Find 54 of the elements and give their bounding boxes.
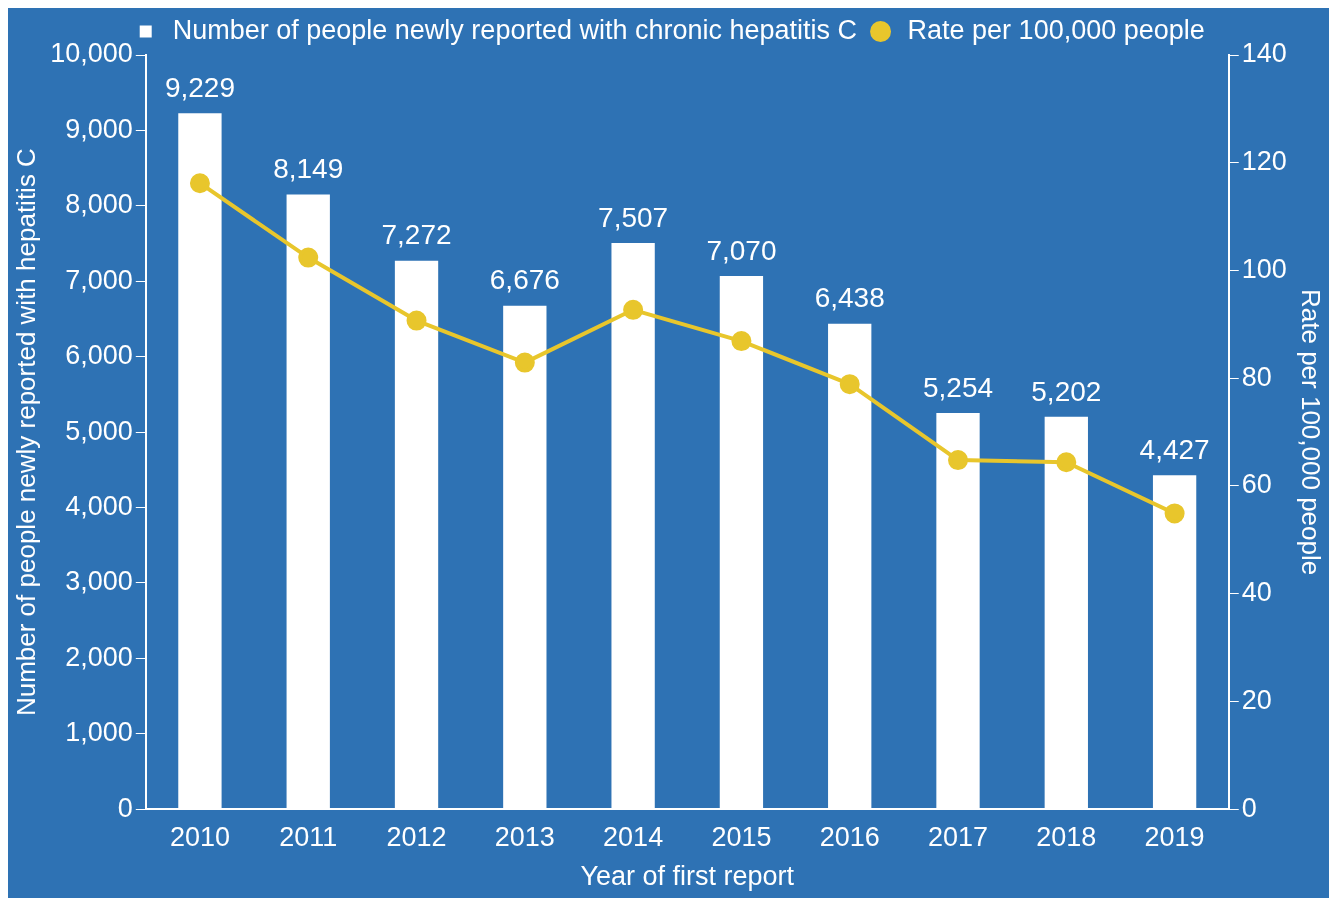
y-tick-label: 9,000 <box>65 113 133 144</box>
data-label: 5,202 <box>1031 375 1102 407</box>
point <box>406 310 427 331</box>
data-label: 7,070 <box>706 234 777 266</box>
x-tick-label: 2014 <box>603 821 664 852</box>
data-label: 9,229 <box>164 71 235 103</box>
point <box>1164 503 1185 524</box>
y-tick-label: 6,000 <box>65 340 133 371</box>
point <box>189 173 210 194</box>
data-label: 4,427 <box>1139 434 1210 466</box>
x-tick-label: 2012 <box>386 821 447 852</box>
x-tick-label: 2010 <box>169 821 230 852</box>
point <box>514 352 535 373</box>
y2-tick-label: 120 <box>1241 146 1287 177</box>
data-label: 8,149 <box>273 153 344 185</box>
y2-tick-label: 80 <box>1241 361 1272 392</box>
point <box>1056 452 1077 473</box>
x-tick-label: 2017 <box>927 821 989 852</box>
y2-tick-label: 40 <box>1241 577 1272 608</box>
y2-tick-label: 100 <box>1241 253 1287 284</box>
x-tick-label: 2013 <box>494 821 555 852</box>
point <box>623 299 644 320</box>
y-tick-label: 1,000 <box>65 717 133 748</box>
y-tick-label: 3,000 <box>65 566 133 597</box>
x-tick-label: 2019 <box>1144 821 1205 852</box>
y2-tick-label: 0 <box>1241 792 1257 823</box>
y-axis-title: Number of people newly reported with hepatitis C <box>10 148 41 717</box>
data-label: 7,507 <box>598 201 669 233</box>
data-label: 6,676 <box>489 264 560 296</box>
y-tick-label: 7,000 <box>65 264 133 295</box>
x-axis-title: Year of first report <box>580 861 795 892</box>
point <box>839 374 860 395</box>
y-tick-label: 0 <box>117 792 133 823</box>
y2-tick-label: 60 <box>1241 469 1272 500</box>
point <box>298 247 319 268</box>
y2-axis-title: Rate per 100,000 people <box>1296 288 1327 576</box>
point <box>731 331 752 352</box>
y2-tick-label: 140 <box>1241 38 1287 69</box>
point <box>948 450 969 471</box>
y-tick-label: 5,000 <box>65 415 133 446</box>
y-tick-label: 2,000 <box>65 641 133 672</box>
y-tick-label: 4,000 <box>65 490 133 521</box>
y-tick-label: 10,000 <box>50 38 133 69</box>
x-tick-label: 2011 <box>279 821 338 852</box>
legend-label: Number of people newly reported with chronic hepatitis C <box>172 14 858 45</box>
data-label: 5,254 <box>922 371 994 403</box>
y-tick-label: 8,000 <box>65 189 133 220</box>
y2-tick-label: 20 <box>1241 684 1272 715</box>
data-label: 7,272 <box>381 219 452 251</box>
x-tick-label: 2016 <box>819 821 880 852</box>
x-tick-label: 2018 <box>1036 821 1097 852</box>
data-label: 6,438 <box>814 282 885 314</box>
x-tick-label: 2015 <box>711 821 772 852</box>
legend-label: Rate per 100,000 people <box>907 14 1205 45</box>
